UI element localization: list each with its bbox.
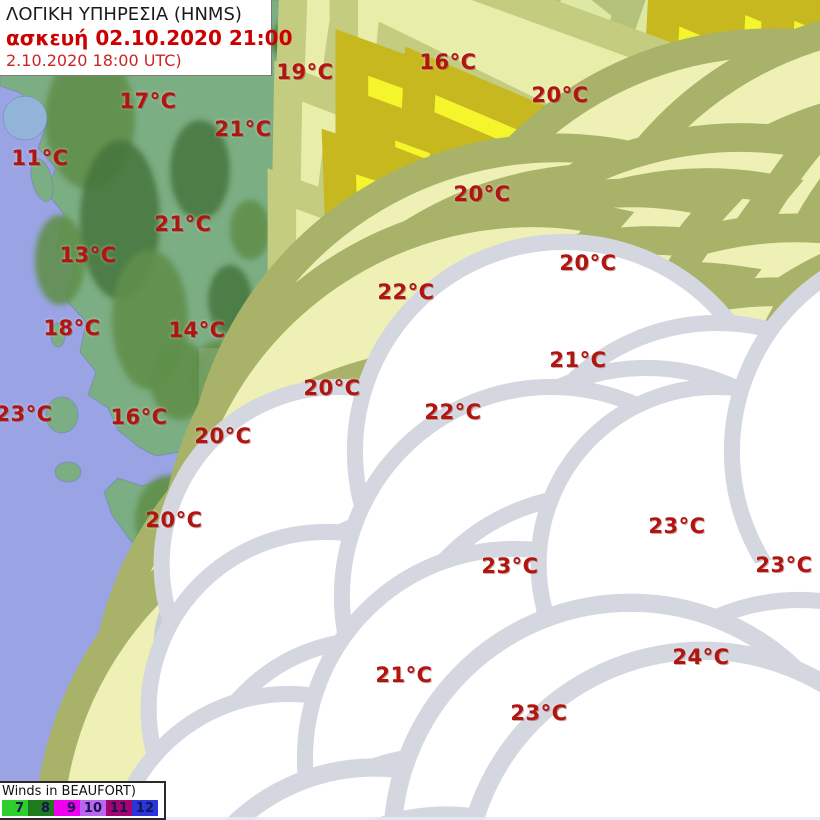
temperature-label: 16°C: [110, 405, 168, 429]
temperature-label: 23°C: [0, 402, 53, 426]
temperature-label: 21°C: [154, 212, 212, 236]
temperature-label: 19°C: [276, 60, 334, 84]
temperature-label: 11°C: [11, 146, 69, 170]
legend-swatch-value: 8: [40, 800, 50, 816]
temperature-label: 20°C: [145, 508, 203, 532]
temperature-label: 20°C: [453, 182, 511, 206]
temperature-label: 20°C: [531, 83, 589, 107]
temperature-label: 18°C: [43, 316, 101, 340]
temperature-label: 22°C: [424, 400, 482, 424]
legend-swatch: 11: [106, 800, 132, 816]
temperature-label: 23°C: [648, 514, 706, 538]
temperature-label: 21°C: [375, 663, 433, 687]
legend-swatch-value: 9: [66, 800, 76, 816]
legend-swatch-value: 12: [135, 800, 154, 816]
temperature-label: 23°C: [510, 701, 568, 725]
legend-swatch: 9: [54, 800, 80, 816]
legend-swatch: 10: [80, 800, 106, 816]
temperature-label: 17°C: [119, 89, 177, 113]
agency-title: ΛΟΓΙΚΗ ΥΠΗΡΕΣΙΑ (HNMS): [6, 4, 242, 25]
legend-swatch-value: 11: [109, 800, 128, 816]
temperature-label: 16°C: [419, 50, 477, 74]
legend-label: Winds in BEAUFORT): [2, 784, 136, 799]
temperature-label: 13°C: [59, 243, 117, 267]
temperature-label: 22°C: [377, 280, 435, 304]
legend-swatch-value: 10: [83, 800, 102, 816]
header-box: ΛΟΓΙΚΗ ΥΠΗΡΕΣΙΑ (HNMS) ασκευή 02.10.2020…: [0, 0, 293, 76]
temperature-label: 21°C: [549, 348, 607, 372]
legend-swatch: 8: [28, 800, 54, 816]
forecast-utc: 2.10.2020 18:00 UTC): [6, 51, 182, 70]
forecast-datetime: ασκευή 02.10.2020 21:00: [6, 26, 293, 50]
legend-swatch: 7: [2, 800, 28, 816]
temperature-label: 20°C: [194, 424, 252, 448]
legend-scale: 7 8 9 10 11 12: [2, 800, 164, 816]
temperature-label: 14°C: [168, 318, 226, 342]
temperature-label: 20°C: [303, 376, 361, 400]
temperature-label: 24°C: [672, 645, 730, 669]
temperature-label: 23°C: [481, 554, 539, 578]
temperature-label: 20°C: [559, 251, 617, 275]
legend-swatch-value: 7: [14, 800, 24, 816]
temperature-label: 23°C: [755, 553, 813, 577]
legend-swatch: 12: [132, 800, 158, 816]
temperature-label: 21°C: [214, 117, 272, 141]
legend-box: Winds in BEAUFORT) 7 8 9 10 11 12: [0, 781, 166, 820]
bottom-edge-strip: [0, 817, 820, 820]
